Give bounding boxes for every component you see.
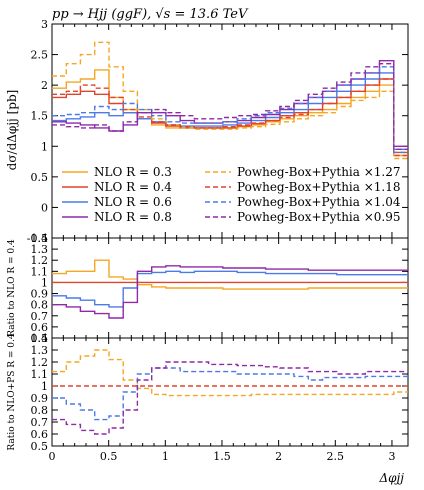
series-line-R04-dashed — [52, 78, 408, 157]
x-tick-label: 1 — [162, 450, 169, 463]
y-tick-label: 1.3 — [31, 243, 49, 256]
ratio-nlops-panel-frame — [51, 337, 409, 447]
ratio-nlops-ylabel: Ratio to NLO+PS R = 0.4 — [7, 333, 17, 450]
x-tick-label: 1.5 — [213, 450, 231, 463]
y-tick-label: 1.2 — [31, 254, 49, 267]
x-tick-label: 2.5 — [327, 450, 345, 463]
y-tick-label: 1.1 — [31, 265, 49, 278]
y-tick-label: 1.5 — [31, 110, 49, 123]
y-tick-label: 1.1 — [31, 368, 49, 381]
y-tick-label: 0.8 — [31, 404, 49, 417]
y-tick-label: 3 — [41, 18, 48, 31]
legend-label: NLO R = 0.3 — [94, 165, 172, 179]
ratio-nlo-ylabel: Ratio to NLO R = 0.4 — [7, 239, 17, 337]
series-line-R03-solid — [52, 259, 408, 290]
series-line-R08-solid — [52, 60, 408, 147]
series-line-R08-solid — [52, 265, 408, 319]
x-tick-label: 0.5 — [100, 450, 118, 463]
series-line-R03-dashed — [52, 41, 408, 160]
legend-label: NLO R = 0.8 — [94, 210, 172, 224]
y-tick-label: 1.3 — [31, 344, 49, 357]
y-tick-label: 0.5 — [31, 440, 49, 453]
main-ylabel: dσ/dΔφjj [pb] — [5, 90, 19, 171]
series-line-R06-dashed — [52, 367, 408, 421]
y-tick-label: 1 — [41, 140, 48, 153]
legend-label: Powheg-Box+Pythia ×0.95 — [237, 210, 401, 224]
y-tick-label: 0.9 — [31, 288, 49, 301]
y-tick-label: 0.5 — [31, 332, 49, 345]
y-tick-label: 0.8 — [31, 299, 49, 312]
y-tick-label: 1.2 — [31, 356, 49, 369]
plot-layer: -0.500.511.522.530.50.60.70.80.911.11.21… — [27, 18, 408, 463]
y-tick-label: 0.5 — [31, 171, 49, 184]
y-tick-label: -0.5 — [27, 232, 48, 245]
legend-label: NLO R = 0.4 — [94, 180, 172, 194]
y-tick-label: 0 — [41, 201, 48, 214]
y-tick-label: 2.5 — [31, 49, 49, 62]
y-tick-label: 1.4 — [31, 332, 49, 345]
y-tick-label: 0.6 — [31, 321, 49, 334]
series-line-R03-dashed — [52, 349, 408, 397]
chart-title: pp → Hjj (ggF), √s = 13.6 TeV — [52, 7, 249, 22]
legend-label: Powheg-Box+Pythia ×1.27 — [237, 165, 401, 179]
x-tick-label: 3 — [388, 450, 395, 463]
x-tick-label: 0 — [49, 450, 56, 463]
y-tick-label: 0.7 — [31, 310, 49, 323]
y-tick-label: 0.7 — [31, 416, 49, 429]
series-line-R08-dashed — [52, 361, 408, 435]
series-line-R08-dashed — [52, 63, 408, 150]
series-line-R06-solid — [52, 270, 408, 308]
y-tick-label: 1 — [41, 380, 48, 393]
series-line-R04-solid — [52, 78, 408, 154]
x-axis-label: Δφjj — [378, 471, 404, 485]
y-tick-label: 1 — [41, 276, 48, 289]
legend-label: Powheg-Box+Pythia ×1.18 — [237, 180, 401, 194]
y-tick-label: 0.6 — [31, 428, 49, 441]
series-line-R06-dashed — [52, 66, 408, 154]
y-tick-label: 2 — [41, 79, 48, 92]
x-tick-label: 2 — [275, 450, 282, 463]
legend-label: NLO R = 0.6 — [94, 195, 172, 209]
series-line-R06-solid — [52, 72, 408, 150]
legend-label: Powheg-Box+Pythia ×1.04 — [237, 195, 401, 209]
y-tick-label: 0.9 — [31, 392, 49, 405]
y-tick-label: 1.4 — [31, 232, 49, 245]
